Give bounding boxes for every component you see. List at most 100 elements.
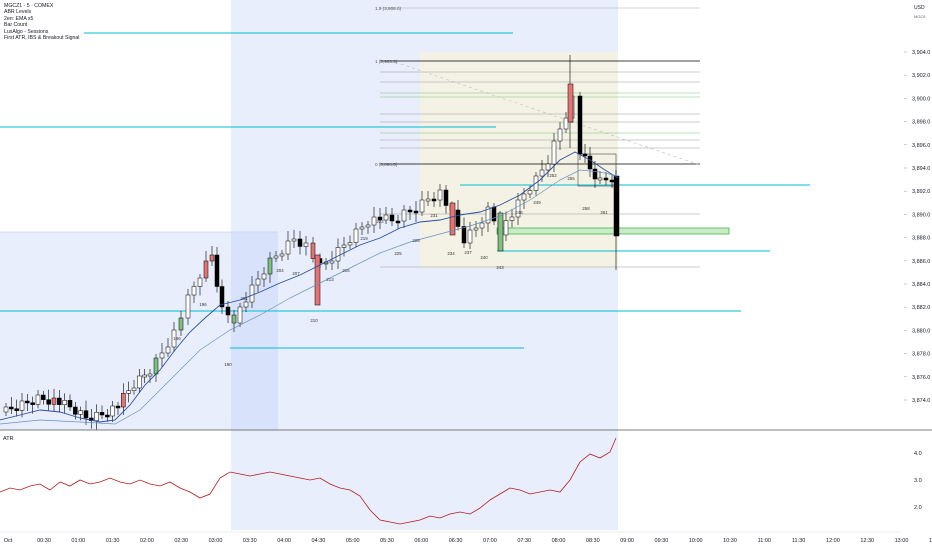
candle [225, 306, 231, 316]
candle-last [613, 175, 620, 237]
candle [121, 393, 126, 408]
candle [171, 329, 177, 348]
bar-count-label: 204 [276, 268, 284, 273]
ema-slow-line [0, 169, 619, 425]
candle [539, 169, 545, 177]
bar-count-label: 213 [326, 277, 334, 282]
time-tick-label: 04:00 [277, 538, 291, 544]
candle [197, 277, 203, 287]
atr-pane-title[interactable]: ATR [3, 436, 14, 442]
candle [25, 400, 30, 404]
fib-label-150: 1.5 (3,908.0) [375, 6, 402, 11]
time-tick-label: 11:00 [758, 538, 771, 544]
bar-count-label: 255 [567, 176, 575, 181]
price-tick-label: 3,902.0 [912, 73, 930, 79]
candle [383, 214, 389, 221]
legend-item[interactable]: First ATR, IBS & Breakout Signal [4, 35, 80, 42]
currency-sub: MGO1 [914, 14, 926, 19]
candle [267, 257, 273, 275]
candle [419, 199, 425, 213]
candle [273, 255, 279, 259]
price-tick-label: 3,892.0 [912, 189, 930, 195]
candle [503, 220, 509, 236]
price-tick-label: 3,884.0 [912, 282, 930, 288]
candle [191, 286, 197, 296]
candle [19, 400, 25, 411]
candle [51, 397, 57, 405]
candle [577, 95, 583, 155]
candle-highlight [567, 83, 574, 123]
bar-count-label: 216 [342, 268, 350, 273]
atr-axis[interactable]: 4.0 3.0 2.0 [914, 451, 922, 511]
bar-count-label: 249 [533, 200, 541, 205]
time-tick-label: 05:30 [380, 538, 394, 544]
bar-count-labels: 186 190 196 201 204 207 210 213 216 219 222 225 228 2… [173, 173, 608, 367]
legend-item[interactable]: ABR Levels [4, 9, 32, 16]
legend-item[interactable]: 2en: EMA x5 [4, 15, 34, 22]
candle [131, 387, 137, 391]
price-axis[interactable]: 3,904.0 3,902.0 3,900.0 3,898.0 3,896.0 3,894… [904, 50, 930, 404]
candle [237, 306, 243, 324]
time-tick-label: 07:30 [517, 538, 531, 544]
candle [291, 238, 297, 242]
bar-count-label: 237 [464, 250, 472, 255]
candle [515, 199, 521, 218]
time-tick-label: 08:30 [586, 538, 600, 544]
candle [185, 294, 191, 319]
candle [587, 155, 593, 170]
candle [443, 189, 449, 206]
currency-label[interactable]: USD MGO1 [914, 5, 926, 19]
bar-count-label: 246 [515, 210, 523, 215]
candle [14, 408, 19, 411]
candle [297, 238, 303, 247]
candle [310, 242, 316, 259]
time-tick-label: 10:30 [723, 538, 737, 544]
candle [353, 228, 359, 243]
time-tick-label: 11:30 [792, 538, 805, 544]
candle [99, 412, 105, 416]
candle [255, 278, 261, 286]
candle [147, 373, 153, 377]
time-tick-label: 12:30 [860, 538, 874, 544]
candle [110, 405, 115, 417]
legend-item[interactable]: Bar Count [4, 22, 28, 29]
candle [329, 260, 335, 264]
candle [425, 198, 431, 202]
candle [609, 179, 615, 183]
price-tick-label: 3,890.0 [912, 212, 930, 218]
candle [303, 242, 309, 247]
candle-highlight [497, 212, 504, 252]
bar-count-label: 228 [412, 238, 420, 243]
candle [437, 189, 443, 201]
candle [30, 402, 35, 405]
candle [377, 216, 383, 221]
candle [401, 209, 407, 222]
time-tick-label: 07:00 [483, 538, 497, 544]
candle [592, 168, 598, 180]
legend-item[interactable]: LuxAlgo - Sessions [4, 28, 49, 35]
fib-levels [380, 7, 701, 268]
candle [261, 273, 267, 280]
candle [243, 301, 249, 308]
candle [461, 226, 467, 244]
candle [341, 244, 347, 248]
atr-tick-label: 3.0 [914, 478, 922, 484]
candle [279, 253, 285, 257]
time-axis[interactable]: Oct 00:30 01:00 01:30 02:00 02:30 03:00 03:30 04… [4, 538, 932, 544]
candle [597, 177, 603, 181]
candle [105, 414, 110, 418]
time-tick-label: 02:30 [174, 538, 188, 544]
bar-count-label: 225 [394, 251, 402, 256]
candle [94, 412, 99, 421]
price-tick-label: 3,888.0 [912, 236, 930, 242]
price-tick-label: 3,878.0 [912, 352, 930, 358]
indicator-legend[interactable]: MGCZ1 · 5 · COMEX ABR Levels 2en: EMA x5… [4, 3, 79, 41]
price-tick-label: 3,874.0 [912, 398, 930, 404]
candle [551, 140, 557, 165]
symbol-title[interactable]: MGCZ1 · 5 · COMEX [4, 3, 54, 9]
candle-highlight [314, 254, 321, 306]
bar-count-label: 234 [447, 251, 455, 256]
price-tick-label: 3,898.0 [912, 120, 930, 126]
time-tick-label: 02:00 [140, 538, 154, 544]
